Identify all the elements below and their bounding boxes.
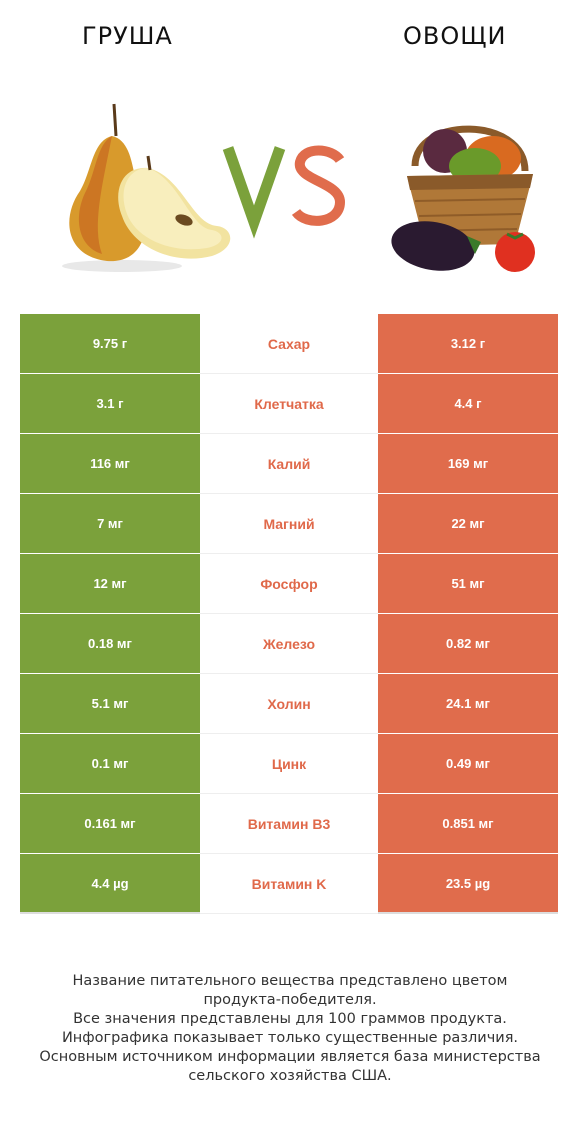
left-value: 12 мг xyxy=(20,554,200,614)
nutrient-name: Магний xyxy=(200,494,378,554)
footer-line: Инфографика показывает только существенн… xyxy=(61,1030,519,1046)
nutrient-name: Сахар xyxy=(200,314,378,374)
left-value: 9.75 г xyxy=(20,314,200,374)
table-row: 12 мг Фосфор 51 мг xyxy=(20,554,558,614)
table-row: 7 мг Магний 22 мг xyxy=(20,494,558,554)
right-value: 0.49 мг xyxy=(378,734,558,794)
footer-line: Основным источником информации является … xyxy=(39,1049,541,1065)
nutrient-name: Фосфор xyxy=(200,554,378,614)
footer-line: продукта-победителя. xyxy=(203,992,377,1008)
table-row: 116 мг Калий 169 мг xyxy=(20,434,558,494)
table-row: 3.1 г Клетчатка 4.4 г xyxy=(20,374,558,434)
left-product-title: ГРУША xyxy=(82,22,173,50)
left-value: 0.161 мг xyxy=(20,794,200,854)
right-value: 22 мг xyxy=(378,494,558,554)
nutrient-name: Калий xyxy=(200,434,378,494)
table-row: 9.75 г Сахар 3.12 г xyxy=(20,314,558,374)
left-value: 7 мг xyxy=(20,494,200,554)
table-row: 0.161 мг Витамин B3 0.851 мг xyxy=(20,794,558,854)
nutrient-name: Железо xyxy=(200,614,378,674)
right-value: 169 мг xyxy=(378,434,558,494)
table-row: 5.1 мг Холин 24.1 мг xyxy=(20,674,558,734)
right-value: 51 мг xyxy=(378,554,558,614)
comparison-table: 9.75 г Сахар 3.12 г 3.1 г Клетчатка 4.4 … xyxy=(20,314,558,914)
table-row: 0.18 мг Железо 0.82 мг xyxy=(20,614,558,674)
right-value: 23.5 µg xyxy=(378,854,558,914)
right-product-title: ОВОЩИ xyxy=(403,22,507,50)
nutrient-name: Холин xyxy=(200,674,378,734)
vegetables-basket-image xyxy=(391,125,535,272)
footer-line: Все значения представлены для 100 граммо… xyxy=(73,1011,507,1027)
nutrient-name: Клетчатка xyxy=(200,374,378,434)
footer-line: Название питательного вещества представл… xyxy=(72,973,508,989)
nutrient-name: Витамин K xyxy=(200,854,378,914)
nutrient-name: Цинк xyxy=(200,734,378,794)
table-row: 4.4 µg Витамин K 23.5 µg xyxy=(20,854,558,914)
table-row: 0.1 мг Цинк 0.49 мг xyxy=(20,734,558,794)
footer-line: сельского хозяйства США. xyxy=(188,1068,392,1084)
right-value: 3.12 г xyxy=(378,314,558,374)
left-value: 4.4 µg xyxy=(20,854,200,914)
left-value: 0.18 мг xyxy=(20,614,200,674)
left-value: 5.1 мг xyxy=(20,674,200,734)
right-value: 24.1 мг xyxy=(378,674,558,734)
right-value: 0.851 мг xyxy=(378,794,558,854)
left-value: 116 мг xyxy=(20,434,200,494)
nutrient-name: Витамин B3 xyxy=(200,794,378,854)
pear-image xyxy=(62,103,231,272)
right-value: 0.82 мг xyxy=(378,614,558,674)
left-value: 3.1 г xyxy=(20,374,200,434)
right-value: 4.4 г xyxy=(378,374,558,434)
vs-label xyxy=(222,145,346,239)
left-value: 0.1 мг xyxy=(20,734,200,794)
footer-notes: Название питательного вещества представл… xyxy=(20,972,560,1086)
